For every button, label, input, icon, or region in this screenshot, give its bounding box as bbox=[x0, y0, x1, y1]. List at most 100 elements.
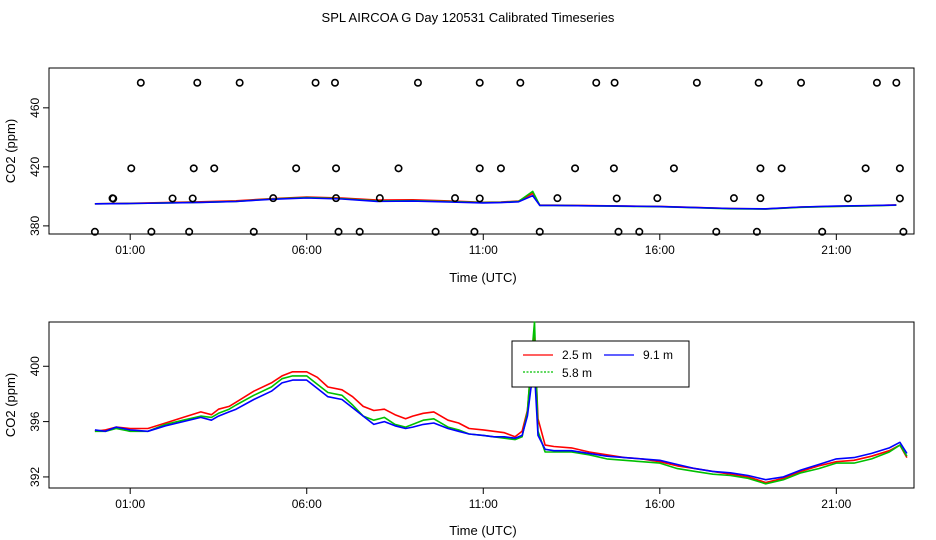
top-marker-point bbox=[475, 194, 484, 203]
top-marker-point bbox=[614, 227, 623, 236]
top-x-axis: 01:00 06:00 11:00 16:00 21:00 bbox=[115, 234, 852, 257]
top-marker-point bbox=[168, 194, 177, 203]
top-marker-point bbox=[516, 78, 525, 87]
top-x-tick-label: 16:00 bbox=[645, 243, 675, 257]
top-marker-point bbox=[330, 78, 339, 87]
top-x-tick-label: 21:00 bbox=[821, 243, 851, 257]
top-marker-point bbox=[843, 194, 852, 203]
bottom-y-axis: 392 396 400 bbox=[28, 356, 49, 487]
top-x-tick-label: 11:00 bbox=[469, 243, 498, 257]
top-marker-point bbox=[571, 164, 580, 173]
bottom-x-axis: 01:00 06:00 11:00 16:00 21:00 bbox=[115, 488, 852, 511]
top-marker-point bbox=[818, 227, 827, 236]
top-series-line-9-1-m bbox=[94, 194, 897, 210]
top-marker-point bbox=[729, 194, 738, 203]
top-marker-point bbox=[451, 194, 460, 203]
top-series bbox=[94, 190, 897, 210]
top-x-tick-label: 01:00 bbox=[115, 243, 145, 257]
top-marker-point bbox=[470, 227, 479, 236]
top-marker-point bbox=[431, 227, 440, 236]
top-marker-point bbox=[311, 78, 320, 87]
top-marker-point bbox=[375, 194, 384, 203]
bottom-plot-frame bbox=[48, 321, 915, 489]
top-x-tick-label: 06:00 bbox=[292, 243, 322, 257]
bottom-series-line-9-1-m bbox=[94, 370, 908, 481]
top-marker-point bbox=[861, 164, 870, 173]
bottom-x-axis-label: Time (UTC) bbox=[449, 523, 516, 538]
top-marker-point bbox=[127, 164, 136, 173]
top-marker-point bbox=[895, 194, 904, 203]
top-marker-point bbox=[610, 78, 619, 87]
top-marker-point bbox=[249, 227, 258, 236]
legend-label-5-8m: 5.8 m bbox=[562, 366, 592, 380]
bottom-y-tick-label: 396 bbox=[28, 411, 42, 431]
top-marker-point bbox=[210, 164, 219, 173]
top-marker-point bbox=[355, 227, 364, 236]
bottom-series-line-5-8-m bbox=[94, 321, 908, 485]
top-marker-point bbox=[235, 78, 244, 87]
top-marker-point bbox=[756, 164, 765, 173]
bottom-series-line-2-5-m bbox=[94, 336, 908, 484]
top-y-axis: 380 420 460 bbox=[28, 98, 49, 236]
top-marker-point bbox=[413, 78, 422, 87]
top-marker-point bbox=[777, 164, 786, 173]
bottom-x-tick-label: 21:00 bbox=[821, 497, 851, 511]
top-marker-point bbox=[872, 78, 881, 87]
top-marker-point bbox=[334, 227, 343, 236]
bottom-chart: 392 396 400 01:00 06:00 11:00 16:00 21:00 Time… bbox=[3, 321, 915, 538]
top-marker-point bbox=[332, 164, 341, 173]
top-marker-point bbox=[292, 164, 301, 173]
top-x-axis-label: Time (UTC) bbox=[449, 270, 516, 285]
top-marker-point bbox=[188, 194, 197, 203]
top-marker-point bbox=[475, 164, 484, 173]
legend-label-9-1m: 9.1 m bbox=[643, 348, 673, 362]
top-marker-point bbox=[756, 194, 765, 203]
top-marker-point bbox=[692, 78, 701, 87]
top-marker-point bbox=[394, 164, 403, 173]
top-marker-point bbox=[90, 227, 99, 236]
top-marker-point bbox=[712, 227, 721, 236]
bottom-x-tick-label: 01:00 bbox=[115, 497, 145, 511]
top-marker-point bbox=[269, 194, 278, 203]
top-marker-point bbox=[899, 227, 908, 236]
top-plot-frame bbox=[48, 67, 915, 235]
top-marker-point bbox=[752, 227, 761, 236]
top-marker-point bbox=[754, 78, 763, 87]
top-y-tick-label: 380 bbox=[28, 216, 42, 236]
top-y-axis-label: CO2 (ppm) bbox=[3, 119, 18, 183]
top-markers bbox=[90, 78, 908, 236]
top-marker-point bbox=[635, 227, 644, 236]
top-marker-point bbox=[136, 78, 145, 87]
top-marker-point bbox=[797, 78, 806, 87]
top-marker-point bbox=[669, 164, 678, 173]
bottom-x-tick-label: 11:00 bbox=[469, 497, 498, 511]
bottom-y-tick-label: 400 bbox=[28, 356, 42, 376]
top-marker-point bbox=[609, 164, 618, 173]
legend-box bbox=[511, 340, 690, 388]
top-marker-point bbox=[553, 194, 562, 203]
top-marker-point bbox=[193, 78, 202, 87]
top-series-line-5-8-m bbox=[94, 190, 897, 210]
legend: 2.5 m 9.1 m 5.8 m bbox=[511, 340, 690, 388]
legend-label-2-5m: 2.5 m bbox=[562, 348, 592, 362]
top-marker-point bbox=[535, 227, 544, 236]
top-y-tick-label: 460 bbox=[28, 98, 42, 118]
top-marker-point bbox=[892, 78, 901, 87]
bottom-y-axis-label: CO2 (ppm) bbox=[3, 373, 18, 437]
top-marker-point bbox=[653, 194, 662, 203]
top-marker-point bbox=[189, 164, 198, 173]
top-y-tick-label: 420 bbox=[28, 157, 42, 177]
top-marker-point bbox=[475, 78, 484, 87]
bottom-x-tick-label: 06:00 bbox=[292, 497, 322, 511]
bottom-x-tick-label: 16:00 bbox=[645, 497, 675, 511]
top-marker-point bbox=[592, 78, 601, 87]
top-marker-point bbox=[496, 164, 505, 173]
bottom-series bbox=[94, 321, 908, 485]
top-marker-point bbox=[147, 227, 156, 236]
top-marker-point bbox=[332, 194, 341, 203]
top-marker-point bbox=[109, 194, 118, 203]
top-chart: 380 420 460 01:00 06:00 11:00 16:00 21:00 Time… bbox=[3, 67, 915, 285]
top-marker-point bbox=[895, 164, 904, 173]
figure-title: SPL AIRCOA G Day 120531 Calibrated Times… bbox=[322, 10, 615, 25]
